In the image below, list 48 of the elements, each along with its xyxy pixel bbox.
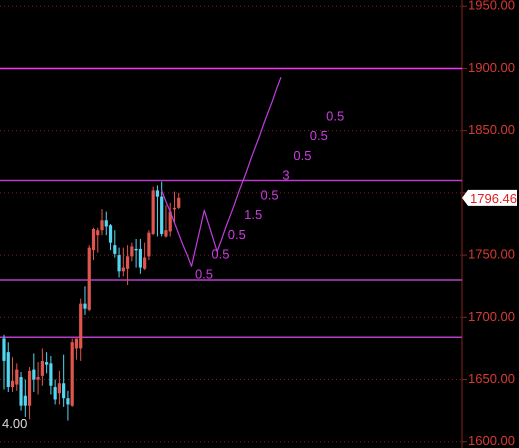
candlestick — [83, 286, 87, 316]
candlestick — [15, 362, 18, 392]
candlestick — [130, 242, 134, 262]
y-tick-label: 1950.00 — [468, 0, 515, 13]
annotation: 0.5 — [228, 226, 246, 242]
y-tick-label: 1850.00 — [468, 122, 515, 138]
candlestick — [168, 202, 172, 237]
candlestick — [32, 352, 36, 392]
annotation: 0.5 — [326, 108, 344, 124]
text: 1796.46 — [470, 190, 517, 206]
annotation: 0.5 — [260, 187, 279, 202]
candlestick — [24, 379, 27, 418]
candlestick — [117, 247, 121, 278]
candlestick — [2, 334, 6, 390]
candlestick — [108, 224, 112, 251]
candlestick — [10, 356, 14, 392]
candlestick — [62, 354, 66, 408]
candlestick — [156, 184, 160, 237]
y-tick-label: 1750.00 — [468, 246, 515, 262]
candlestick — [49, 355, 52, 395]
annotation: 0.5 — [293, 148, 312, 163]
candlestick — [122, 247, 125, 277]
candlestick — [58, 370, 61, 405]
candlestick — [40, 348, 44, 386]
candlestick — [126, 244, 130, 286]
candlestick — [143, 242, 146, 271]
annotation: 0.5 — [211, 246, 230, 262]
y-tick-label: 1700.00 — [468, 308, 515, 324]
y-tick-label: 1650.00 — [468, 370, 515, 386]
candlestick — [177, 192, 180, 210]
candlestick — [113, 230, 116, 258]
candlestick — [66, 390, 70, 422]
line-series — [161, 76, 282, 267]
annotation: 4.00 — [2, 416, 28, 431]
candlestick — [172, 191, 176, 224]
candlestick — [54, 379, 57, 405]
candlestick — [164, 204, 168, 238]
annotation: 0.5 — [310, 128, 328, 144]
annotation: 1.5 — [244, 207, 262, 222]
candlestick — [138, 238, 142, 274]
candlestick — [96, 227, 100, 254]
candlestick — [134, 238, 138, 268]
candlestick — [100, 208, 104, 236]
annotation: 3 — [282, 168, 290, 183]
candlestick — [36, 362, 40, 395]
y-tick-label: 1900.00 — [468, 60, 515, 75]
annotation: 0.5 — [194, 266, 214, 282]
y-tick-label: 1600.00 — [468, 433, 515, 448]
